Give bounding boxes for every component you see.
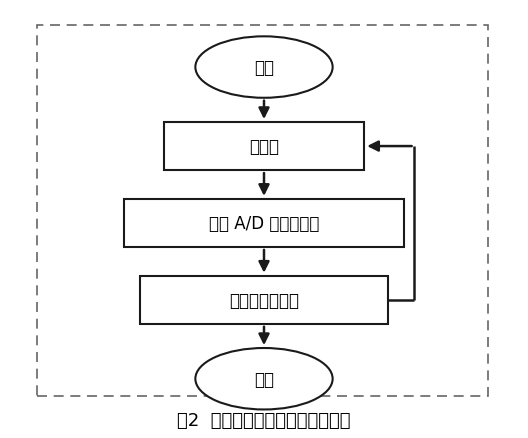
Ellipse shape bbox=[195, 348, 333, 410]
Text: 调用显示子程序: 调用显示子程序 bbox=[229, 291, 299, 309]
Text: 调用 A/D 转换子程序: 调用 A/D 转换子程序 bbox=[209, 214, 319, 233]
Bar bbox=[164, 123, 364, 171]
Text: 图2  简易数字电压表软件设计框图: 图2 简易数字电压表软件设计框图 bbox=[177, 411, 351, 430]
Bar bbox=[124, 199, 404, 247]
Text: 初始化: 初始化 bbox=[249, 138, 279, 156]
Text: 结束: 结束 bbox=[254, 370, 274, 388]
Bar bbox=[37, 26, 488, 396]
Text: 开始: 开始 bbox=[254, 59, 274, 77]
Ellipse shape bbox=[195, 37, 333, 99]
Bar bbox=[140, 276, 388, 324]
